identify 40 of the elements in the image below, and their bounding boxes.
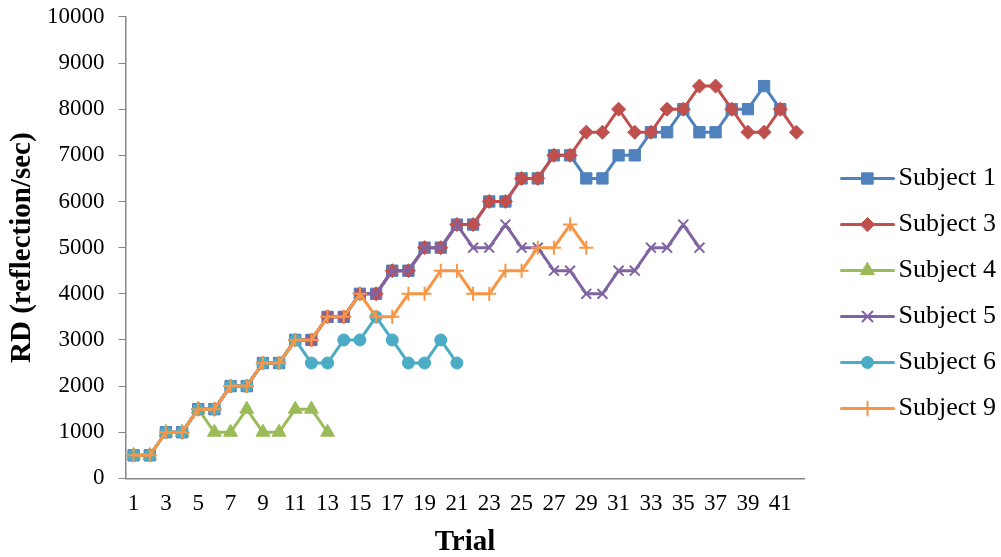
- x-tick-label: 23: [477, 490, 501, 516]
- x-tick-label: 9: [257, 490, 269, 516]
- legend-label: Subject 1: [898, 162, 997, 192]
- legend-label: Subject 6: [898, 346, 997, 376]
- x-tick-label: 15: [348, 490, 372, 516]
- x-tick-label: 3: [160, 490, 172, 516]
- x-tick-label: 13: [316, 490, 340, 516]
- x-tick-label: 39: [736, 490, 760, 516]
- x-tick-label: 5: [192, 490, 204, 516]
- x-axis-title: Trial: [434, 523, 496, 556]
- y-tick-label: 2000: [58, 372, 105, 398]
- x-tick-label: 37: [704, 490, 728, 516]
- y-tick-label: 4000: [58, 279, 105, 305]
- y-tick-label: 7000: [58, 141, 105, 167]
- x-tick-label: 31: [607, 490, 631, 516]
- x-tick-label: 33: [639, 490, 663, 516]
- y-tick-label: 6000: [58, 187, 105, 213]
- x-tick-label: 17: [380, 490, 404, 516]
- x-tick-label: 11: [284, 490, 307, 516]
- x-tick-label: 7: [224, 490, 237, 516]
- legend-label: Subject 5: [898, 300, 997, 330]
- x-tick-label: 35: [671, 490, 695, 516]
- y-tick-label: 10000: [47, 2, 105, 28]
- y-tick-label: 8000: [58, 95, 105, 121]
- x-tick-label: 1: [127, 490, 140, 516]
- x-tick-label: 41: [768, 490, 792, 516]
- y-axis-title: RD (reflection/sec): [3, 132, 37, 363]
- x-tick-label: 29: [574, 490, 598, 516]
- x-tick-label: 21: [445, 490, 469, 516]
- y-tick-label: 1000: [58, 418, 105, 444]
- legend-label: Subject 9: [898, 392, 997, 422]
- x-tick-label: 25: [510, 490, 534, 516]
- legend-label: Subject 3: [898, 208, 997, 238]
- y-tick-label: 9000: [58, 49, 105, 75]
- legend-label: Subject 4: [898, 254, 997, 284]
- y-tick-label: 3000: [58, 325, 105, 351]
- x-tick-label: 27: [542, 490, 566, 516]
- y-tick-label: 5000: [58, 233, 105, 259]
- y-tick-label: 0: [93, 464, 105, 490]
- x-tick-label: 19: [413, 490, 437, 516]
